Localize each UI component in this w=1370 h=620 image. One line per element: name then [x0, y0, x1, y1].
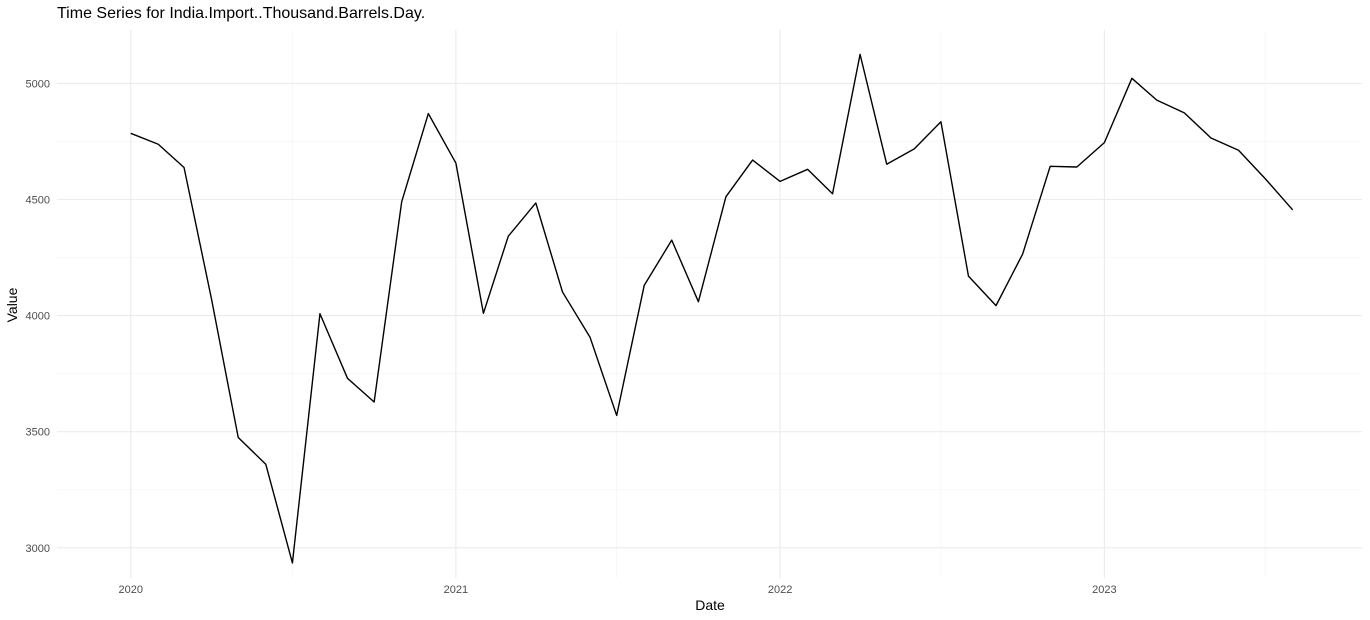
x-tick-label: 2020 [118, 584, 142, 596]
y-tick-label: 4000 [26, 311, 50, 323]
series-line [130, 53, 1294, 564]
x-tick-label: 2021 [444, 584, 468, 596]
series-layer [130, 53, 1294, 564]
x-axis-ticks: 2020 2021 2022 2023 [118, 584, 1116, 596]
y-tick-label: 4500 [26, 195, 50, 207]
chart-title: Time Series for India.Import..Thousand.B… [57, 5, 426, 22]
y-axis-title: Value [4, 287, 20, 322]
x-axis-title: Date [695, 597, 725, 613]
y-tick-label: 5000 [26, 78, 50, 90]
x-tick-label: 2022 [768, 584, 792, 596]
minor-gridlines [57, 30, 1362, 578]
major-gridlines [57, 30, 1362, 578]
y-axis-ticks: 3000 3500 4000 4500 5000 [26, 78, 50, 554]
y-tick-label: 3500 [26, 427, 50, 439]
y-tick-label: 3000 [26, 543, 50, 555]
x-tick-label: 2023 [1092, 584, 1116, 596]
